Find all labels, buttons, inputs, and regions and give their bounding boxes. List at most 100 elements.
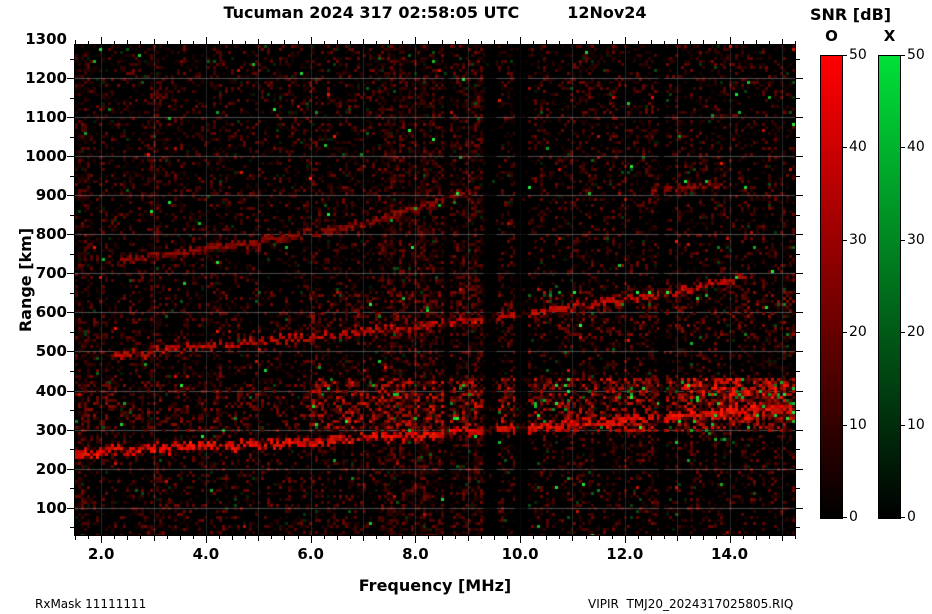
- y-tick-label: 1100: [25, 108, 67, 127]
- axis-tick: [546, 536, 547, 540]
- axis-tick: [415, 37, 416, 44]
- colorbar-o-bar: [820, 55, 843, 519]
- colorbar-tick-label: 10: [849, 416, 867, 433]
- axis-tick: [795, 536, 796, 539]
- ionogram-canvas: [75, 45, 795, 535]
- axis-tick: [67, 312, 74, 313]
- axis-tick: [638, 536, 639, 539]
- x-tick-label: 14.0: [711, 545, 749, 563]
- y-tick-label: 300: [35, 420, 67, 439]
- y-axis-title: Range [km]: [16, 227, 35, 333]
- colorbar-tick-label: 20: [907, 324, 925, 341]
- axis-tick: [796, 332, 800, 333]
- colorbar-tick-label: 30: [849, 231, 867, 248]
- colorbar-title: SNR [dB]: [810, 5, 892, 24]
- colorbar-tick-label: 10: [907, 416, 925, 433]
- axis-tick: [67, 508, 74, 509]
- y-tick-label: 1000: [25, 147, 67, 166]
- axis-tick: [796, 488, 800, 489]
- axis-tick: [180, 536, 181, 540]
- axis-tick: [442, 536, 443, 540]
- axis-tick: [154, 536, 155, 541]
- y-tick-label: 100: [35, 498, 67, 517]
- axis-tick: [167, 536, 168, 539]
- axis-tick: [67, 195, 74, 196]
- rxmask-label: RxMask 11111111: [35, 597, 147, 611]
- colorbar-x-label: X: [883, 27, 896, 45]
- axis-tick: [796, 234, 803, 235]
- axis-tick: [677, 536, 678, 541]
- axis-tick: [730, 37, 731, 44]
- axis-tick: [796, 59, 800, 60]
- axis-tick: [428, 536, 429, 539]
- y-tick-label: 900: [35, 186, 67, 205]
- axis-tick: [796, 449, 800, 450]
- axis-tick: [298, 536, 299, 539]
- axis-tick: [796, 156, 803, 157]
- axis-tick: [520, 536, 521, 543]
- axis-tick: [796, 137, 800, 138]
- axis-tick: [743, 536, 744, 539]
- axis-tick: [468, 536, 469, 541]
- axis-tick: [206, 37, 207, 44]
- axis-tick: [730, 536, 731, 543]
- axis-tick: [88, 536, 89, 539]
- axis-tick: [101, 37, 102, 44]
- y-tick-label: 1200: [25, 69, 67, 88]
- colorbar-tick-label: 20: [849, 324, 867, 341]
- axis-tick: [533, 536, 534, 539]
- axis-tick: [455, 536, 456, 539]
- axis-tick: [782, 536, 783, 541]
- axis-tick: [796, 254, 800, 255]
- colorbar-tick-label: 40: [849, 139, 867, 156]
- axis-tick: [101, 536, 102, 543]
- axis-tick: [796, 391, 803, 392]
- axis-tick: [193, 536, 194, 539]
- axis-tick: [363, 536, 364, 541]
- axis-tick: [140, 536, 141, 539]
- axis-tick: [507, 536, 508, 539]
- axis-tick: [127, 536, 128, 540]
- x-tick-label: 6.0: [297, 545, 324, 563]
- y-tick-label: 500: [35, 342, 67, 361]
- axis-tick: [311, 37, 312, 44]
- axis-tick: [232, 536, 233, 540]
- x-tick-label: 4.0: [192, 545, 220, 563]
- plot-title: Tucuman 2024 317 02:58:05 UTC 12Nov24: [75, 3, 795, 22]
- axis-tick: [796, 410, 800, 411]
- x-tick-label: 2.0: [87, 545, 115, 563]
- axis-tick: [796, 98, 800, 99]
- title-station-time: Tucuman 2024 317 02:58:05 UTC: [223, 3, 520, 22]
- axis-tick: [494, 536, 495, 540]
- colorbar-tick-label: 50: [849, 47, 867, 63]
- axis-tick: [796, 117, 803, 118]
- axis-tick: [311, 536, 312, 543]
- axis-tick: [716, 536, 717, 539]
- colorbar-tick-label: 30: [907, 231, 925, 248]
- axis-tick: [67, 234, 74, 235]
- axis-tick: [219, 536, 220, 539]
- axis-tick: [402, 536, 403, 539]
- axis-tick: [520, 37, 521, 44]
- axis-tick: [324, 536, 325, 539]
- colorbar-tick-label: 50: [907, 47, 925, 63]
- x-tick-label: 12.0: [606, 545, 644, 563]
- axis-tick: [271, 536, 272, 539]
- data-file-label: VIPIR TMJ20_2024317025805.RIQ: [588, 597, 794, 611]
- axis-tick: [245, 536, 246, 539]
- axis-tick: [796, 215, 800, 216]
- axis-tick: [796, 469, 803, 470]
- axis-tick: [690, 536, 691, 539]
- axis-tick: [67, 391, 74, 392]
- axis-tick: [114, 536, 115, 539]
- axis-tick: [67, 156, 74, 157]
- axis-tick: [389, 536, 390, 540]
- y-tick-label: 1300: [25, 30, 67, 49]
- axis-tick: [376, 536, 377, 539]
- axis-tick: [796, 312, 803, 313]
- axis-tick: [572, 536, 573, 541]
- axis-tick: [415, 536, 416, 543]
- axis-tick: [796, 508, 803, 509]
- axis-tick: [796, 351, 803, 352]
